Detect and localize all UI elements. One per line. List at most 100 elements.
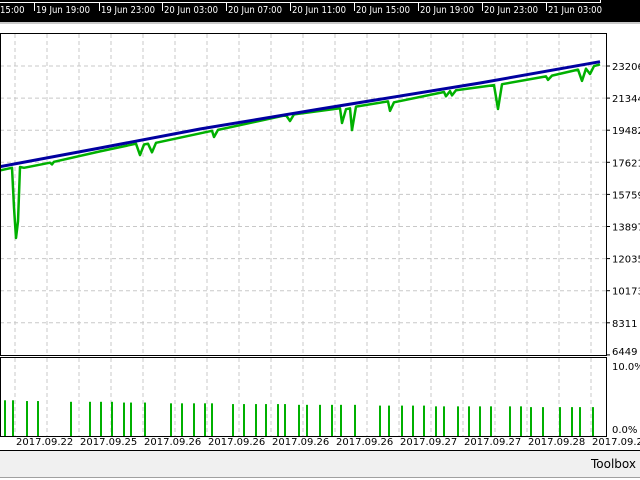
margin-bar	[89, 401, 91, 436]
time-label: 20 Jun 11:00	[292, 5, 347, 16]
margin-bar	[354, 404, 356, 436]
margin-bar	[379, 405, 381, 436]
time-tick	[290, 3, 291, 11]
margin-bar	[388, 405, 390, 436]
sub-panel-border	[0, 357, 607, 437]
y-tick-label: 8311	[612, 319, 637, 330]
date-label: 2017.09.25	[80, 437, 138, 448]
margin-bar	[435, 406, 437, 436]
margin-bar	[306, 404, 308, 436]
margin-bar	[144, 402, 146, 436]
date-label: 2017.09.26	[144, 437, 202, 448]
time-label: 20 Jun 03:00	[164, 5, 219, 16]
toolbox-label[interactable]: Toolbox	[591, 457, 636, 471]
margin-bar	[211, 403, 213, 436]
grid	[0, 34, 606, 436]
time-tick	[162, 3, 163, 11]
margin-bar	[284, 404, 286, 436]
time-label: 19 Jun 19:00	[36, 5, 91, 16]
margin-bar	[70, 401, 72, 436]
y-tick-label: 10173	[612, 287, 640, 298]
y-tick-label: 23206	[612, 62, 640, 73]
margin-bars	[4, 400, 594, 436]
margin-bar	[100, 401, 102, 436]
separator	[0, 22, 640, 34]
margin-bar	[443, 406, 445, 436]
margin-bar	[265, 404, 267, 436]
equity-line	[0, 63, 601, 240]
time-tick	[418, 3, 419, 11]
series-lines	[0, 60, 601, 240]
margin-bar	[243, 404, 245, 436]
time-label: 20 Jun 19:00	[420, 5, 475, 16]
margin-bar	[232, 404, 234, 436]
sub-y-label-max: 10.0%	[612, 362, 640, 373]
margin-bar	[520, 406, 522, 436]
margin-bar	[193, 403, 195, 436]
margin-bar	[12, 400, 14, 436]
scroll-bracket	[0, 0, 601, 3]
margin-bar	[331, 404, 333, 436]
margin-bar	[479, 406, 481, 436]
margin-bar	[111, 401, 113, 436]
date-label: 2017.09.28	[528, 437, 586, 448]
sub-y-label-min: 0.0%	[612, 425, 637, 436]
y-tick-label: 12035	[612, 255, 640, 266]
balance-line	[0, 60, 601, 169]
time-tick	[482, 3, 483, 11]
date-label: 2017.09.26	[208, 437, 266, 448]
margin-bar	[571, 407, 573, 436]
margin-bar	[457, 406, 459, 436]
margin-bar	[319, 404, 321, 436]
time-label: 20 Jun 23:00	[484, 5, 539, 16]
time-label: 19 Jun 23:00	[101, 5, 156, 16]
margin-bar	[204, 403, 206, 436]
margin-bar	[559, 407, 561, 436]
margin-bar	[592, 407, 594, 436]
margin-bar	[130, 402, 132, 436]
margin-bar	[298, 404, 300, 436]
y-tick-label: 15759	[612, 190, 640, 201]
time-label: 20 Jun 07:00	[228, 5, 283, 16]
margin-bar	[579, 407, 581, 436]
margin-bar	[255, 404, 257, 436]
date-label: 2017.09.26	[272, 437, 330, 448]
date-label: 2017.09.27	[400, 437, 458, 448]
margin-bar	[401, 405, 403, 436]
margin-bar	[170, 403, 172, 436]
margin-bar	[4, 400, 6, 436]
time-tick	[99, 3, 100, 11]
margin-bar	[490, 406, 492, 436]
margin-bar	[26, 401, 28, 436]
toolbox-bar[interactable]: Toolbox	[0, 450, 640, 478]
time-tick	[226, 3, 227, 11]
date-label: 2017.09.22	[16, 437, 74, 448]
time-tick	[354, 3, 355, 11]
margin-bar	[277, 404, 279, 436]
margin-bar	[37, 401, 39, 436]
y-tick-label: 21344	[612, 94, 640, 105]
date-label: 2017.09.28	[592, 437, 640, 448]
margin-bar	[340, 404, 342, 436]
time-label: 15:00	[0, 5, 25, 16]
time-tick	[34, 3, 35, 11]
y-tick-label: 19482	[612, 126, 640, 137]
margin-bar	[423, 405, 425, 436]
y-tick-label: 6449	[612, 347, 637, 358]
margin-bar	[530, 407, 532, 436]
margin-bar	[542, 407, 544, 436]
date-label: 2017.09.27	[464, 437, 522, 448]
date-label: 2017.09.26	[336, 437, 394, 448]
time-tick	[546, 3, 547, 11]
margin-bar	[181, 403, 183, 436]
margin-bar	[509, 406, 511, 436]
margin-bar	[123, 402, 125, 436]
margin-bar	[412, 405, 414, 436]
time-label: 21 Jun 03:00	[548, 5, 603, 16]
y-tick-label: 13897	[612, 223, 640, 234]
margin-bar	[468, 406, 470, 436]
time-scale-bar[interactable]: 15:00 19 Jun 19:00 19 Jun 23:00 20 Jun 03:0…	[0, 0, 640, 22]
